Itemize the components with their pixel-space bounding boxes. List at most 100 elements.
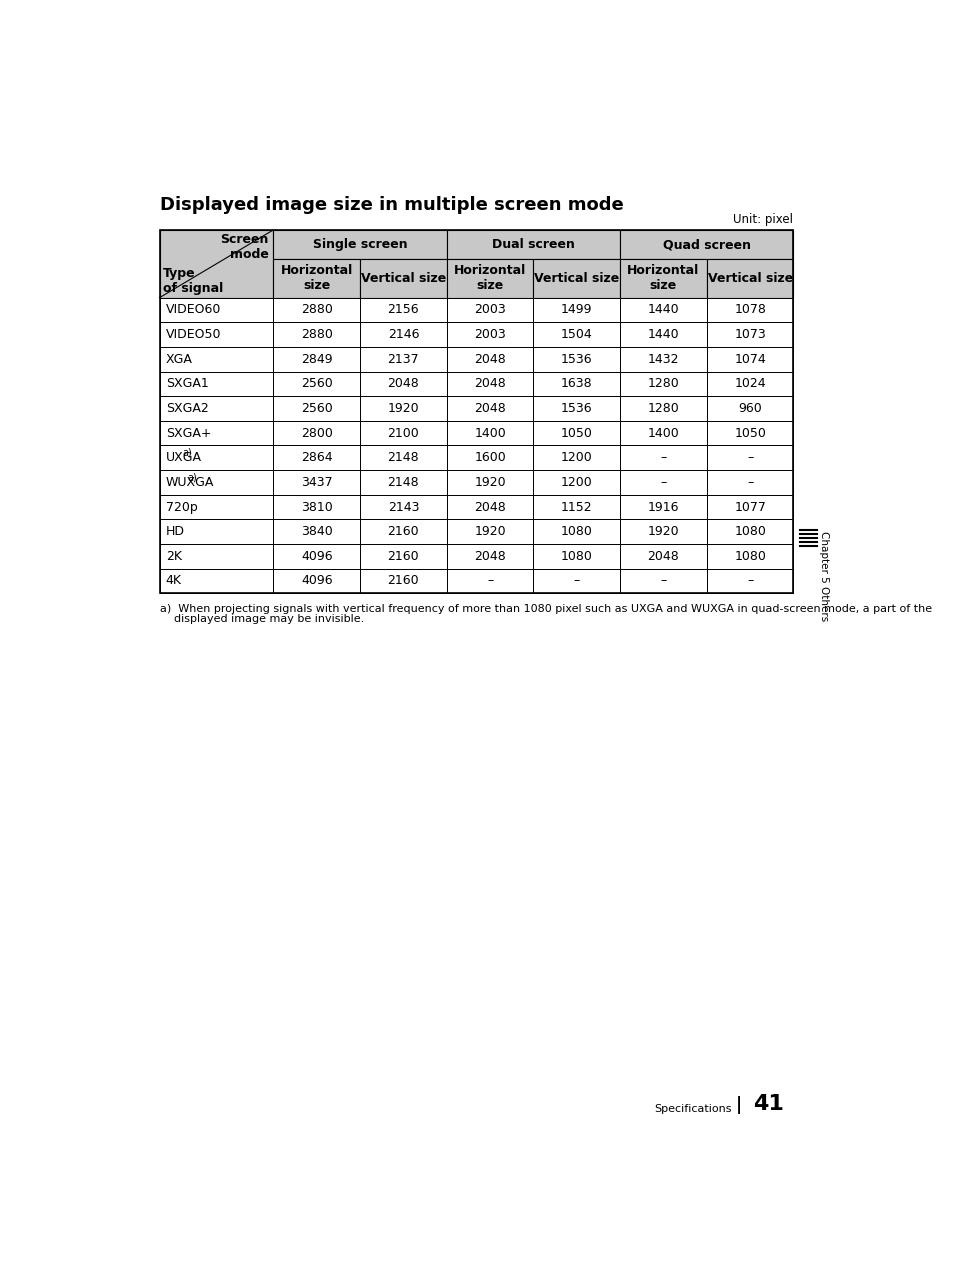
Text: 1152: 1152	[560, 501, 592, 513]
Bar	[446, 298, 533, 322]
Text: 1400: 1400	[647, 427, 679, 440]
Bar	[706, 396, 793, 420]
Bar	[706, 259, 793, 298]
Text: 1920: 1920	[647, 525, 679, 538]
Text: 2048: 2048	[647, 550, 679, 563]
Text: Displayed image size in multiple screen mode: Displayed image size in multiple screen …	[159, 196, 622, 214]
Text: 1078: 1078	[734, 303, 765, 316]
Bar	[533, 420, 619, 446]
Text: 3437: 3437	[300, 476, 333, 489]
Bar	[359, 372, 446, 396]
Bar	[619, 494, 706, 520]
Bar	[159, 322, 274, 347]
Text: –: –	[746, 451, 753, 464]
Text: Horizontal
size: Horizontal size	[280, 265, 353, 293]
Bar	[706, 520, 793, 544]
Text: 2K: 2K	[166, 550, 182, 563]
Bar	[446, 568, 533, 594]
Bar	[619, 229, 793, 259]
Text: a)  When projecting signals with vertical frequency of more than 1080 pixel such: a) When projecting signals with vertical…	[159, 604, 931, 614]
Text: –: –	[659, 575, 666, 587]
Text: 2160: 2160	[387, 525, 418, 538]
Text: 2160: 2160	[387, 550, 418, 563]
Bar	[446, 420, 533, 446]
Text: SXGA2: SXGA2	[166, 403, 209, 415]
Text: 1077: 1077	[734, 501, 765, 513]
Text: 2148: 2148	[387, 476, 418, 489]
Text: 1024: 1024	[734, 377, 765, 390]
Text: Horizontal
size: Horizontal size	[454, 265, 526, 293]
Bar	[446, 229, 619, 259]
Bar	[159, 470, 274, 494]
Bar	[706, 568, 793, 594]
Text: 1440: 1440	[647, 303, 679, 316]
Text: 2160: 2160	[387, 575, 418, 587]
Text: 1200: 1200	[560, 451, 592, 464]
Bar	[359, 396, 446, 420]
Bar	[533, 372, 619, 396]
Text: 1600: 1600	[474, 451, 505, 464]
Text: 2003: 2003	[474, 329, 505, 341]
Text: 3810: 3810	[300, 501, 333, 513]
Text: 2048: 2048	[474, 377, 505, 390]
Text: |: |	[736, 1096, 741, 1113]
Bar	[359, 520, 446, 544]
Bar	[359, 347, 446, 372]
Text: 1440: 1440	[647, 329, 679, 341]
Text: 2880: 2880	[300, 303, 333, 316]
Bar	[619, 544, 706, 568]
Text: 1280: 1280	[647, 403, 679, 415]
Text: 2156: 2156	[387, 303, 418, 316]
Text: HD: HD	[166, 525, 185, 538]
Bar	[619, 446, 706, 470]
Text: 1920: 1920	[387, 403, 418, 415]
Bar	[619, 420, 706, 446]
Text: 1638: 1638	[560, 377, 592, 390]
Text: –: –	[659, 476, 666, 489]
Bar	[274, 568, 359, 594]
Bar	[159, 520, 274, 544]
Bar	[446, 494, 533, 520]
Bar	[533, 446, 619, 470]
Bar	[706, 298, 793, 322]
Text: 2048: 2048	[474, 550, 505, 563]
Bar	[533, 396, 619, 420]
Bar	[159, 372, 274, 396]
Bar	[619, 322, 706, 347]
Bar	[706, 420, 793, 446]
Text: VIDEO50: VIDEO50	[166, 329, 221, 341]
Text: 2864: 2864	[300, 451, 333, 464]
Text: –: –	[746, 575, 753, 587]
Text: 2146: 2146	[387, 329, 418, 341]
Text: 1280: 1280	[647, 377, 679, 390]
Bar	[274, 229, 446, 259]
Text: 1916: 1916	[647, 501, 679, 513]
Bar	[159, 568, 274, 594]
Text: 1920: 1920	[474, 476, 505, 489]
Bar	[706, 470, 793, 494]
Bar	[359, 322, 446, 347]
Text: WUXGA: WUXGA	[166, 476, 213, 489]
Text: VIDEO60: VIDEO60	[166, 303, 221, 316]
Bar	[619, 298, 706, 322]
Bar	[446, 470, 533, 494]
Bar	[274, 347, 359, 372]
Bar	[619, 259, 706, 298]
Text: Vertical size: Vertical size	[534, 271, 618, 285]
Text: Specifications: Specifications	[654, 1103, 731, 1113]
Text: displayed image may be invisible.: displayed image may be invisible.	[159, 614, 363, 624]
Text: Vertical size: Vertical size	[707, 271, 792, 285]
Bar	[619, 568, 706, 594]
Text: 960: 960	[738, 403, 761, 415]
Text: –: –	[746, 476, 753, 489]
Text: –: –	[486, 575, 493, 587]
Bar	[706, 544, 793, 568]
Bar	[619, 347, 706, 372]
Bar	[446, 446, 533, 470]
Bar	[446, 396, 533, 420]
Bar	[274, 322, 359, 347]
Text: 2880: 2880	[300, 329, 333, 341]
Text: SXGA1: SXGA1	[166, 377, 209, 390]
Text: Quad screen: Quad screen	[662, 238, 750, 251]
Text: 1080: 1080	[734, 550, 765, 563]
